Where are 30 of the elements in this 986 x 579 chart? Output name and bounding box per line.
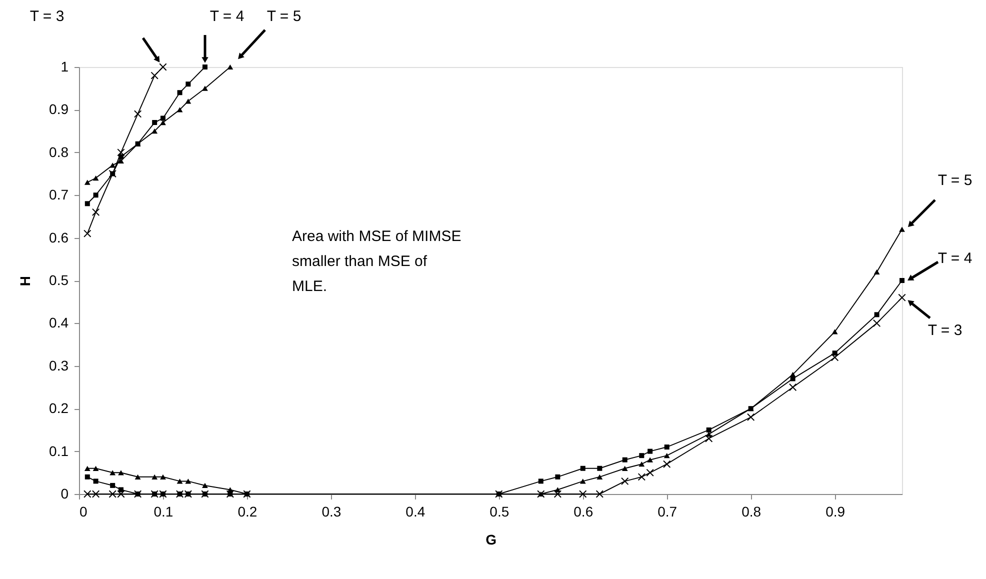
x-tick-label: 0.3 <box>322 504 342 520</box>
x-tick-label: 0.4 <box>406 504 426 520</box>
y-tick-label: 0.4 <box>49 314 69 331</box>
x-tick-label: 0.5 <box>490 504 510 520</box>
x-tick-label: 0.2 <box>238 504 258 520</box>
y-tick-label: 0.1 <box>49 442 69 459</box>
y-tick-label: 0.5 <box>49 272 69 288</box>
annotation: Area with MSE of MIMSE smaller than MSE of MLE. <box>292 228 462 295</box>
text: T = 3 <box>30 8 64 25</box>
y-tick-label: 0.7 <box>49 186 69 203</box>
text: T = 5 <box>266 8 302 25</box>
y-tick-label: 0 <box>60 486 69 502</box>
x-tick-label: 0 <box>80 504 88 520</box>
x-tick-label: 0.7 <box>658 504 678 520</box>
y-tick-label: 0.8 <box>49 144 69 160</box>
text: T = 5 <box>938 172 972 189</box>
x-axis-title: G <box>486 532 497 548</box>
y-tick-label: 0.9 <box>49 101 69 118</box>
y-tick-label: 0.3 <box>49 357 69 374</box>
text: T = 4 <box>938 250 972 267</box>
y-tick-label: 1 <box>60 58 69 74</box>
y-tick-label: 0.2 <box>49 400 69 416</box>
text: T = 3 <box>928 322 962 339</box>
x-tick-label: 0.6 <box>574 504 594 520</box>
y-tick-label: 0.6 <box>49 229 69 246</box>
x-tick-label: 0.9 <box>826 504 846 520</box>
y-axis-title: H <box>17 276 34 286</box>
x-tick-label: 0.1 <box>154 504 174 520</box>
text: T = 4 <box>210 8 244 25</box>
x-tick-label: 0.8 <box>742 504 762 520</box>
